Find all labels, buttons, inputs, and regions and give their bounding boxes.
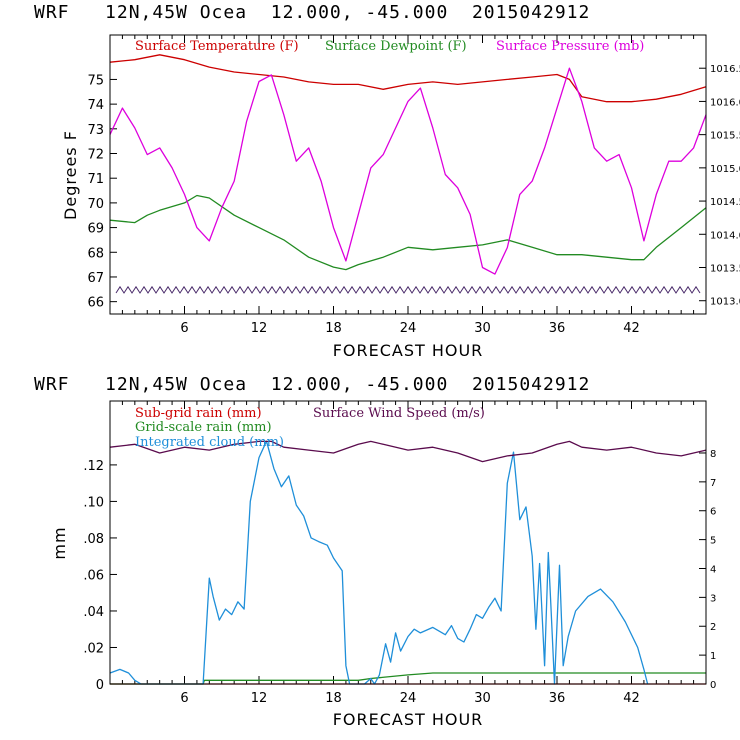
temp-y2-tick-label: 1014.0 [710,230,740,241]
precip-y2-tick-label: 8 [710,449,716,460]
temp-y-tick-label: 69 [87,222,104,237]
temp-y2-tick-label: 1016.5 [710,64,740,75]
temp-y2-tick-label: 1015.0 [710,164,740,175]
temperature-y-axis-label: Degrees F [61,130,80,220]
legend-integrated-cloud: Integrated cloud (mm) [135,435,284,450]
legend-grid-scale-rain: Grid-scale rain (mm) [135,420,272,435]
temp-x-tick-label: 24 [400,321,417,336]
precip-x-tick-label: 30 [474,691,491,706]
precip-y-tick-label: .06 [83,568,104,583]
temp-y-tick-label: 68 [87,246,104,261]
temp-y2-tick-label: 1016.0 [710,97,740,108]
legend-surface-wind-speed: Surface Wind Speed (m/s) [313,406,485,421]
precip-y2-tick-label: 4 [710,564,716,575]
temp-y-tick-label: 73 [87,123,104,138]
precip-x-tick-label: 36 [549,691,566,706]
precipitation-panel: WRF 12N,45W Ocea 12.000, -45.000 2015042… [34,374,707,729]
temp-y-tick-label: 74 [87,98,104,113]
precip-y-tick-label: 0 [96,678,104,693]
precip-y2-tick-label: 5 [710,536,716,547]
precipitation-y-axis-label: mm [50,526,69,559]
temperature-x-axis-label: FORECAST HOUR [333,341,484,360]
precip-y2-tick-label: 0 [710,680,716,691]
series-line-integrated-cloud-mm [109,440,649,685]
precipitation-plot-frame [109,400,707,685]
legend-sub-grid-rain: Sub-grid rain (mm) [135,406,262,421]
precip-y2-tick-label: 1 [710,651,716,662]
temp-y-tick-label: 70 [87,197,104,212]
precip-y2-tick-label: 6 [710,507,716,518]
temp-y-tick-label: 75 [87,73,104,88]
temp-y-tick-label: 66 [87,296,104,311]
series-line-surface-temperature-f [109,54,707,103]
series-line-surface-pressure-mb [109,67,707,275]
precip-y2-tick-label: 7 [710,478,716,489]
temp-y-tick-label: 67 [87,271,104,286]
precipitation-panel-title: WRF 12N,45W Ocea 12.000, -45.000 2015042… [34,374,590,395]
precip-y-tick-label: .12 [83,459,104,474]
precip-x-tick-label: 42 [623,691,640,706]
temperature-panel-title: WRF 12N,45W Ocea 12.000, -45.000 2015042… [34,2,590,23]
temp-x-tick-label: 6 [180,321,188,336]
precip-y2-tick-label: 2 [710,622,716,633]
legend-surface-temperature: Surface Temperature (F) [135,39,299,54]
precip-x-tick-label: 24 [400,691,417,706]
precipitation-x-axis-label: FORECAST HOUR [333,710,484,729]
temp-y2-tick-label: 1015.5 [710,131,740,142]
precip-x-tick-label: 12 [251,691,268,706]
temp-y2-tick-label: 1013.0 [710,297,740,308]
temp-y2-tick-label: 1014.5 [710,197,740,208]
precip-x-tick-label: 6 [180,691,188,706]
temp-y-tick-label: 71 [87,172,104,187]
precip-y-tick-label: .10 [83,495,104,510]
precip-y2-tick-label: 3 [710,593,716,604]
legend-surface-dewpoint: Surface Dewpoint (F) [325,39,467,54]
temp-x-tick-label: 42 [623,321,640,336]
temp-y2-tick-label: 1013.5 [710,264,740,275]
temp-x-tick-label: 18 [325,321,342,336]
temp-x-tick-label: 30 [474,321,491,336]
series-line-surface-wind-speed-m-s [109,440,707,463]
temp-x-tick-label: 36 [549,321,566,336]
series-line-surface-dewpoint-f [109,194,707,271]
temperature-plot-frame [109,34,707,315]
temperature-panel: WRF 12N,45W Ocea 12.000, -45.000 2015042… [34,2,707,360]
temp-x-tick-label: 12 [251,321,268,336]
temp-y-tick-label: 72 [87,148,104,163]
temperature-plot-area [109,35,707,314]
precip-y-tick-label: .08 [83,532,104,547]
legend-surface-pressure: Surface Pressure (mb) [496,39,644,54]
precip-y-tick-label: .04 [83,605,104,620]
precip-y-tick-label: .02 [83,641,104,656]
precip-x-tick-label: 18 [325,691,342,706]
temperature-base-hatch-marker [115,285,701,294]
